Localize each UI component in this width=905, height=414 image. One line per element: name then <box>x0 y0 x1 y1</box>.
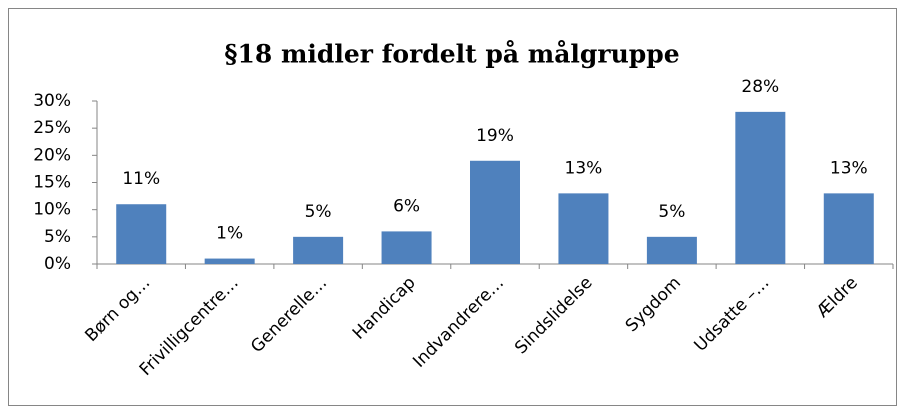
bar <box>204 258 255 264</box>
bar <box>823 193 874 264</box>
value-label: 6% <box>393 196 420 216</box>
bar <box>470 160 520 264</box>
bar <box>735 111 786 264</box>
y-tick-label: 20% <box>33 145 71 165</box>
value-label: 13% <box>830 158 868 178</box>
value-label: 11% <box>122 169 160 189</box>
y-tick-label: 10% <box>33 200 71 220</box>
value-label: 19% <box>476 126 514 146</box>
value-label: 5% <box>305 202 332 222</box>
y-tick-label: 15% <box>33 173 71 193</box>
value-label: 1% <box>216 224 243 244</box>
bar <box>381 231 432 264</box>
bar <box>293 236 344 264</box>
bar <box>646 236 697 264</box>
bar <box>558 193 609 264</box>
y-tick-label: 25% <box>33 118 71 138</box>
chart-title: §18 midler fordelt på målgruppe <box>224 40 679 69</box>
value-label: 5% <box>658 202 685 222</box>
y-tick-label: 30% <box>33 91 71 111</box>
bar <box>116 204 167 264</box>
value-label: 13% <box>565 158 603 178</box>
value-label: 28% <box>741 77 779 97</box>
y-tick-label: 0% <box>44 254 71 274</box>
y-tick-label: 5% <box>44 227 71 247</box>
